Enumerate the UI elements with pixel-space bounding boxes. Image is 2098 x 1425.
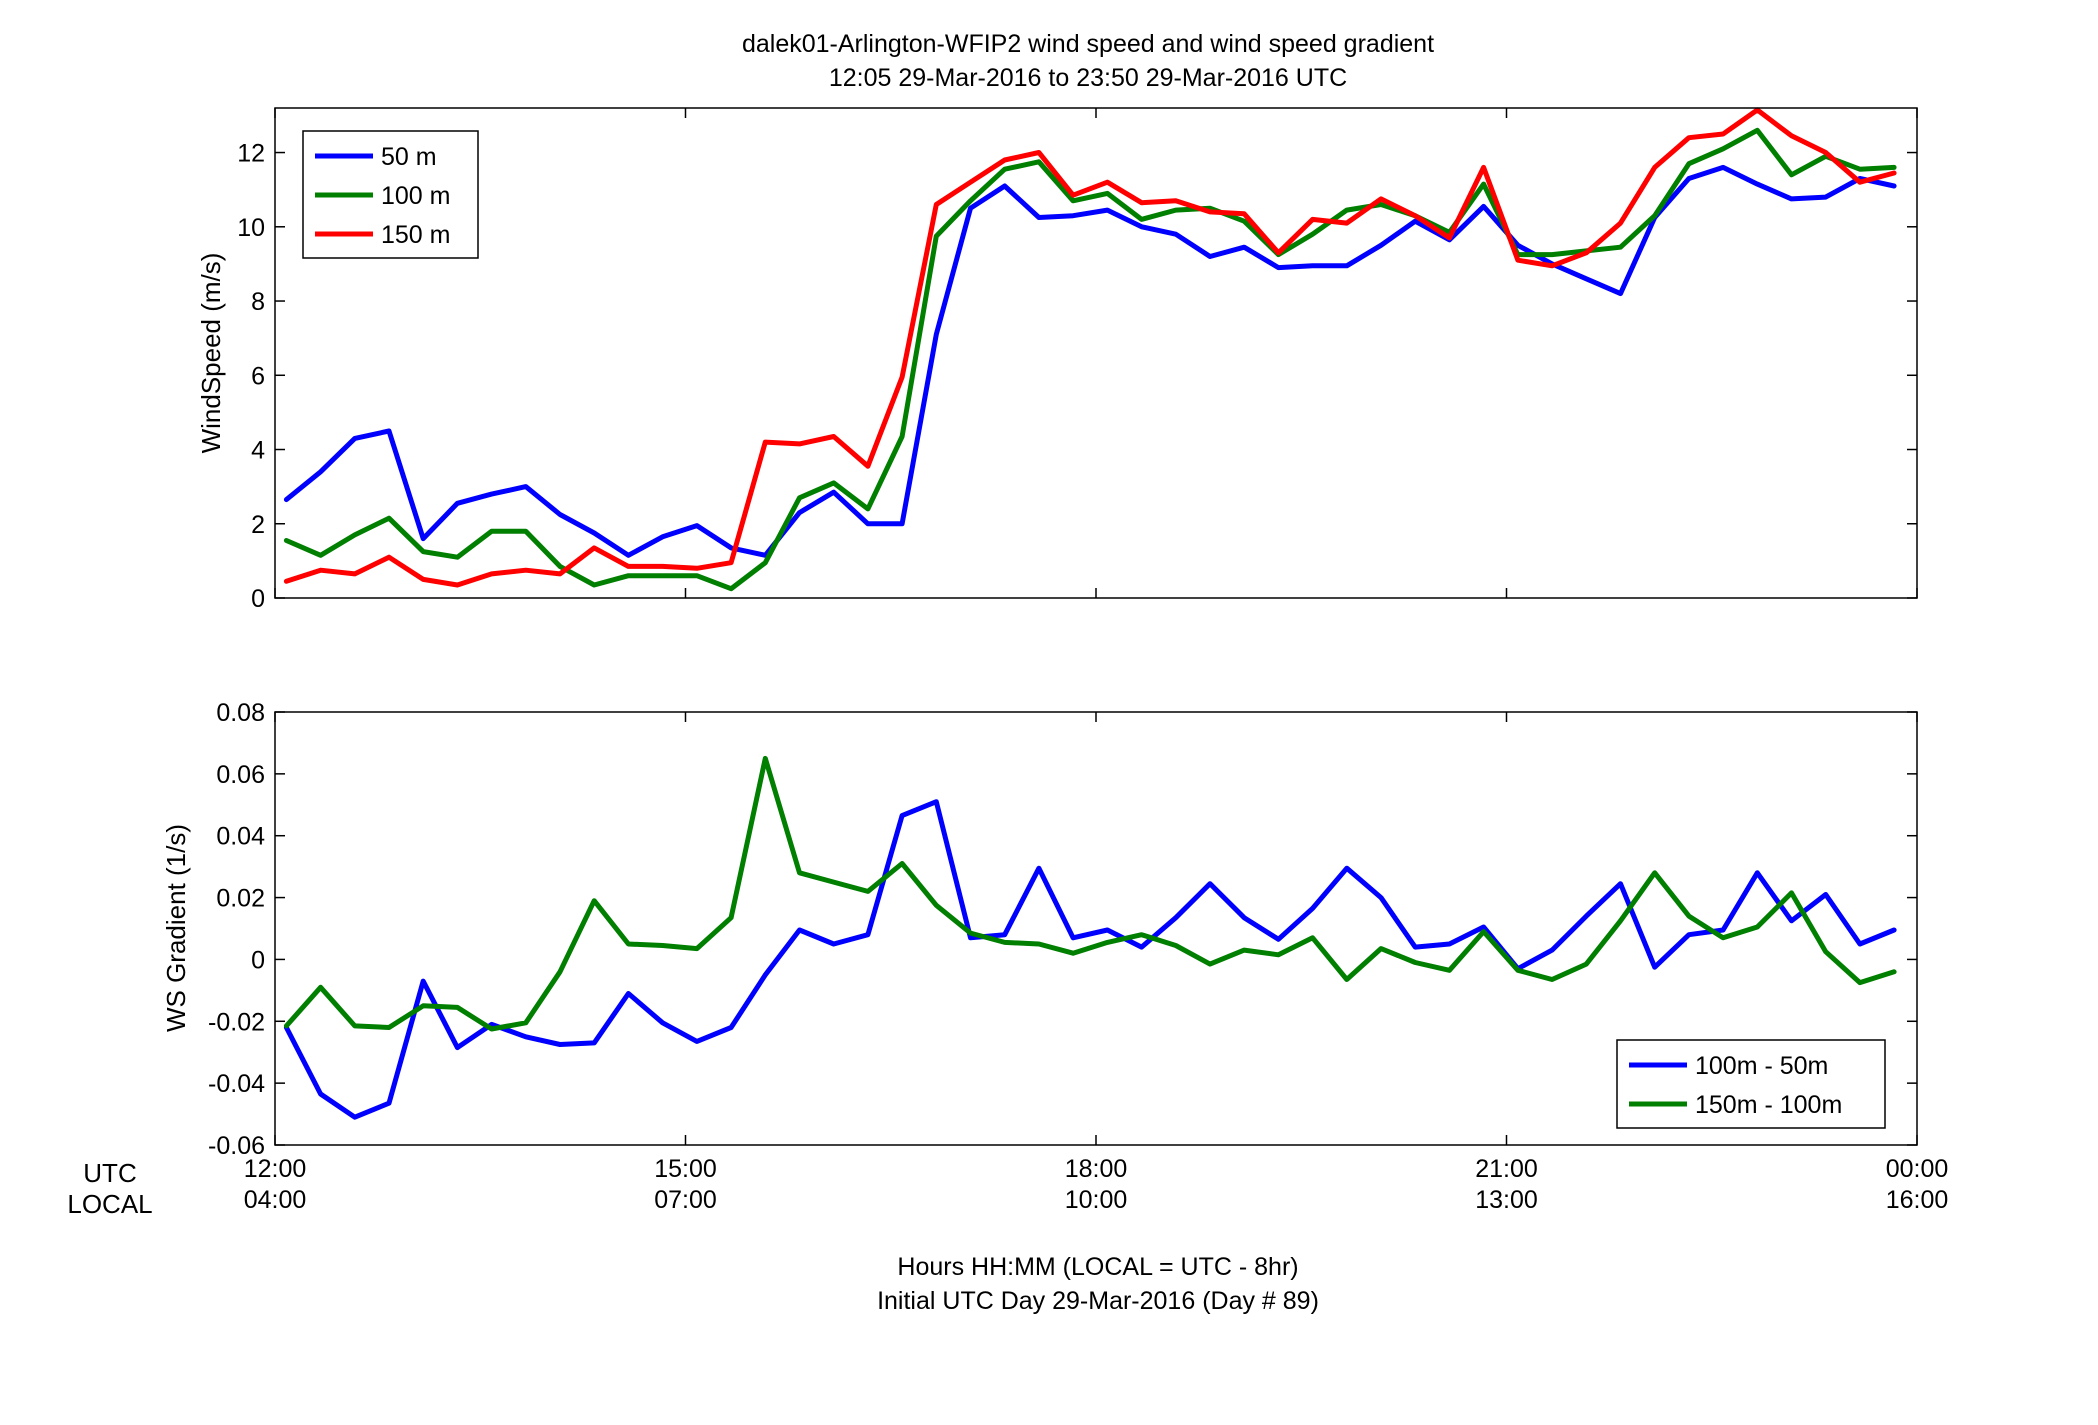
figure-title: dalek01-Arlington-WFIP2 wind speed and w… [742,30,1434,58]
windspeed-ytick-label: 0 [251,585,265,613]
gradient-ytick-label: -0.06 [208,1132,265,1160]
windspeed-series-50m-line [283,164,1897,558]
windspeed-legend-label: 150 m [381,221,450,249]
gradient-ytick-label: 0.04 [216,823,265,851]
xtick-local-label: 07:00 [654,1186,717,1214]
gradient-legend-box [1616,1039,1886,1129]
windspeed-panel: 0 2 4 6 8 10 12 WindSpeed (m/s) 50 m 100 m 150 m [196,107,1918,613]
local-row-label: LOCAL [67,1189,152,1219]
windspeed-series-150m-line [283,107,1897,588]
xaxis-sublabel: Initial UTC Day 29-Mar-2016 (Day # 89) [877,1287,1319,1315]
xtick-utc-label: 21:00 [1475,1155,1538,1183]
xtick-local-label: 10:00 [1065,1186,1128,1214]
xtick-local-label: 04:00 [244,1186,307,1214]
gradient-series-150m-100m-line [283,755,1897,1032]
gradient-series-100m-50m-line [283,799,1897,1120]
windspeed-series-100m-line [283,127,1897,592]
gradient-legend: 100m - 50m 150m - 100m [1616,1039,1886,1129]
xtick-utc-label: 15:00 [654,1155,717,1183]
xtick-utc-label: 12:00 [244,1155,307,1183]
windspeed-ylabel: WindSpeed (m/s) [196,253,226,454]
windspeed-legend-label: 50 m [381,143,437,171]
windspeed-ytick-label: 2 [251,511,265,539]
gradient-ytick-label: 0.02 [216,885,265,913]
windspeed-ytick-label: 6 [251,362,265,390]
windspeed-ytick-label: 8 [251,288,265,316]
gradient-ytick-label: 0 [251,946,265,974]
gradient-panel: -0.06 -0.04 -0.02 0 0.02 0.04 0.06 0.08 WS Grad… [161,699,1918,1160]
windspeed-legend: 50 m 100 m 150 m [302,130,479,259]
gradient-ytick-label: 0.08 [216,699,265,727]
gradient-ytick-label: -0.02 [208,1008,265,1036]
gradient-ytick-label: -0.04 [208,1070,265,1098]
gradient-ylabel: WS Gradient (1/s) [161,824,191,1032]
xtick-local-label: 16:00 [1886,1186,1949,1214]
windspeed-plot-area [275,108,1917,598]
xaxis-label: Hours HH:MM (LOCAL = UTC - 8hr) [897,1253,1298,1281]
windspeed-ytick-label: 4 [251,437,265,465]
xtick-local-label: 13:00 [1475,1186,1538,1214]
figure-subtitle: 12:05 29-Mar-2016 to 23:50 29-Mar-2016 U… [829,64,1347,92]
xtick-utc-label: 00:00 [1886,1155,1949,1183]
gradient-legend-label: 150m - 100m [1695,1091,1842,1119]
gradient-ytick-label: 0.06 [216,761,265,789]
xtick-utc-label: 18:00 [1065,1155,1128,1183]
windspeed-ytick-label: 10 [237,214,265,242]
gradient-legend-label: 100m - 50m [1695,1052,1828,1080]
windspeed-ytick-label: 12 [237,140,265,168]
utc-row-label: UTC [83,1158,136,1188]
windspeed-legend-label: 100 m [381,182,450,210]
